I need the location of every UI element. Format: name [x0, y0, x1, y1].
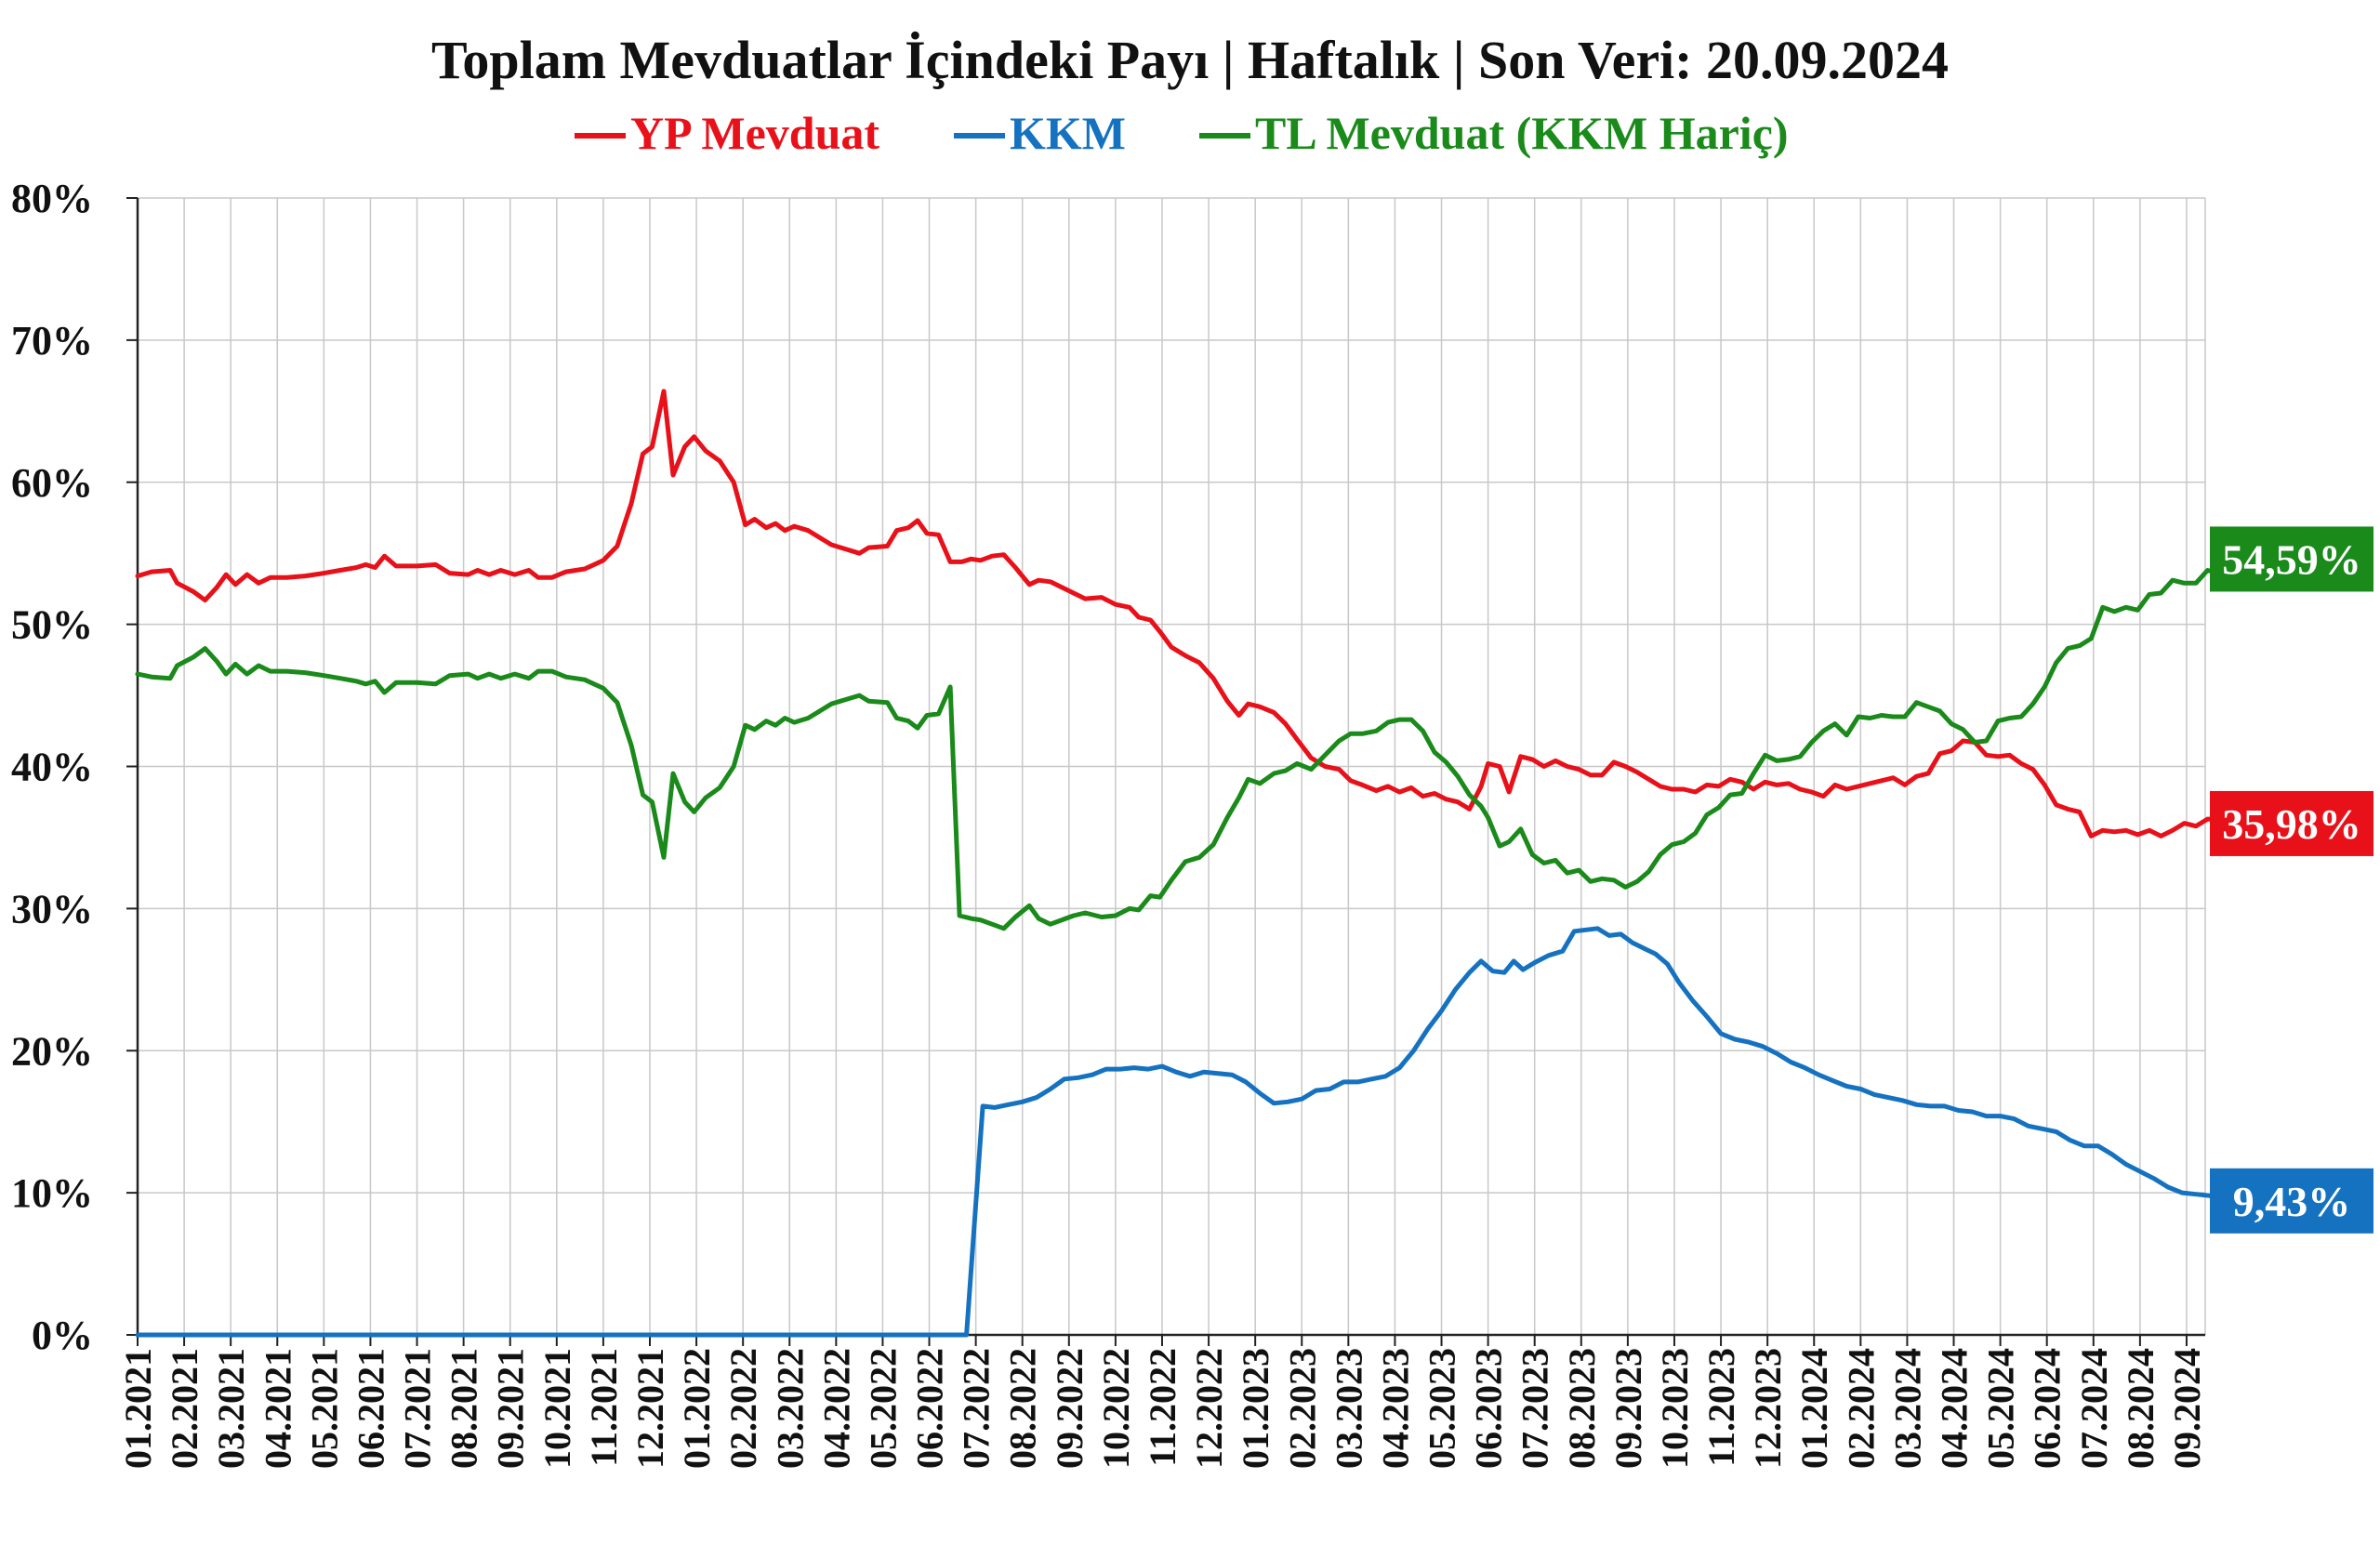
end-labels: 35,98% 9,43% 54,59% — [2210, 526, 2373, 1234]
y-tick-label: 30% — [11, 886, 93, 931]
x-tick-label: 06.2021 — [350, 1348, 391, 1469]
legend: YP Mevduat KKM TL Mevduat (KKM Hariç) — [575, 107, 1789, 159]
y-tick-label: 80% — [11, 176, 93, 221]
x-tick-label: 11.2023 — [1700, 1348, 1742, 1467]
x-tick-label: 10.2022 — [1095, 1348, 1137, 1469]
x-tick-label: 08.2023 — [1561, 1348, 1603, 1469]
x-tick-label: 08.2021 — [443, 1348, 485, 1469]
x-tick-label: 01.2023 — [1235, 1348, 1276, 1469]
x-tick-label: 08.2024 — [2120, 1348, 2162, 1469]
y-axis-ticks: 0% 10% 20% 30% 40% 50% 60% 70% 80% — [11, 176, 93, 1358]
x-tick-label: 04.2023 — [1374, 1348, 1416, 1469]
end-value-box — [2210, 526, 2373, 592]
series-line — [135, 557, 2254, 931]
x-tick-label: 12.2023 — [1747, 1348, 1789, 1469]
x-tick-label: 11.2021 — [583, 1348, 625, 1467]
x-tick-label: 12.2022 — [1188, 1348, 1230, 1469]
y-tick-label: 0% — [32, 1313, 93, 1358]
x-tick-label: 09.2021 — [490, 1348, 532, 1469]
legend-label: YP Mevduat — [630, 107, 879, 159]
x-tick-label: 01.2021 — [117, 1348, 159, 1469]
x-tick-label: 05.2022 — [862, 1348, 904, 1469]
x-tick-label: 11.2022 — [1142, 1348, 1183, 1467]
x-tick-label: 06.2022 — [909, 1348, 951, 1469]
series-line — [135, 389, 2254, 838]
y-tick-label: 10% — [11, 1170, 93, 1216]
legend-label: TL Mevduat (KKM Hariç) — [1255, 107, 1789, 159]
x-tick-label: 08.2022 — [1002, 1348, 1044, 1469]
x-tick-label: 05.2021 — [303, 1348, 345, 1469]
end-value-label: 35,98% — [2222, 800, 2361, 848]
x-tick-label: 02.2022 — [722, 1348, 764, 1469]
y-tick-label: 60% — [11, 460, 93, 506]
x-tick-label: 03.2022 — [769, 1348, 811, 1469]
y-tick-label: 50% — [11, 602, 93, 648]
x-tick-label: 03.2021 — [210, 1348, 252, 1469]
x-tick-label: 07.2023 — [1514, 1348, 1556, 1469]
x-tick-label: 04.2022 — [815, 1348, 857, 1469]
x-tick-label: 06.2024 — [2027, 1348, 2069, 1469]
x-tick-label: 10.2023 — [1654, 1348, 1696, 1469]
x-tick-label: 09.2022 — [1049, 1348, 1091, 1469]
grid-lines — [137, 197, 2206, 1335]
end-value-box — [2210, 1168, 2373, 1234]
x-tick-label: 07.2022 — [956, 1348, 998, 1469]
x-tick-label: 04.2024 — [1934, 1348, 1976, 1469]
x-axis-ticks: 01.2021 02.2021 03.2021 04.2021 05.2021 06.20… — [117, 1348, 2208, 1469]
x-tick-label: 04.2021 — [257, 1348, 298, 1469]
end-value-label: 54,59% — [2222, 535, 2361, 583]
x-tick-label: 10.2021 — [536, 1348, 578, 1469]
x-tick-label: 12.2021 — [629, 1348, 671, 1469]
x-tick-label: 05.2023 — [1421, 1348, 1463, 1469]
y-tick-label: 40% — [11, 745, 93, 790]
x-tick-label: 02.2023 — [1281, 1348, 1323, 1469]
series-line — [135, 926, 2254, 1338]
x-tick-label: 06.2023 — [1468, 1348, 1510, 1469]
legend-label: KKM — [1010, 107, 1126, 159]
end-value-box — [2210, 790, 2373, 856]
end-value-label: 9,43% — [2233, 1178, 2351, 1225]
series-layer — [135, 389, 2254, 1338]
x-tick-label: 02.2024 — [1840, 1348, 1882, 1469]
x-tick-label: 05.2024 — [1980, 1348, 2022, 1469]
axes — [126, 197, 2205, 1346]
x-tick-label: 01.2024 — [1793, 1348, 1835, 1469]
x-tick-label: 07.2021 — [397, 1348, 439, 1469]
x-tick-label: 01.2022 — [676, 1348, 718, 1469]
x-tick-label: 02.2021 — [164, 1348, 205, 1469]
y-tick-label: 20% — [11, 1028, 93, 1074]
x-tick-label: 03.2023 — [1328, 1348, 1369, 1469]
y-tick-label: 70% — [11, 318, 93, 363]
x-tick-label: 03.2024 — [1886, 1348, 1928, 1469]
chart-title: Toplam Mevduatlar İçindeki Payı | Haftal… — [431, 30, 1949, 90]
x-tick-label: 09.2023 — [1607, 1348, 1649, 1469]
x-tick-label: 09.2024 — [2166, 1348, 2208, 1469]
x-tick-label: 07.2024 — [2073, 1348, 2115, 1469]
